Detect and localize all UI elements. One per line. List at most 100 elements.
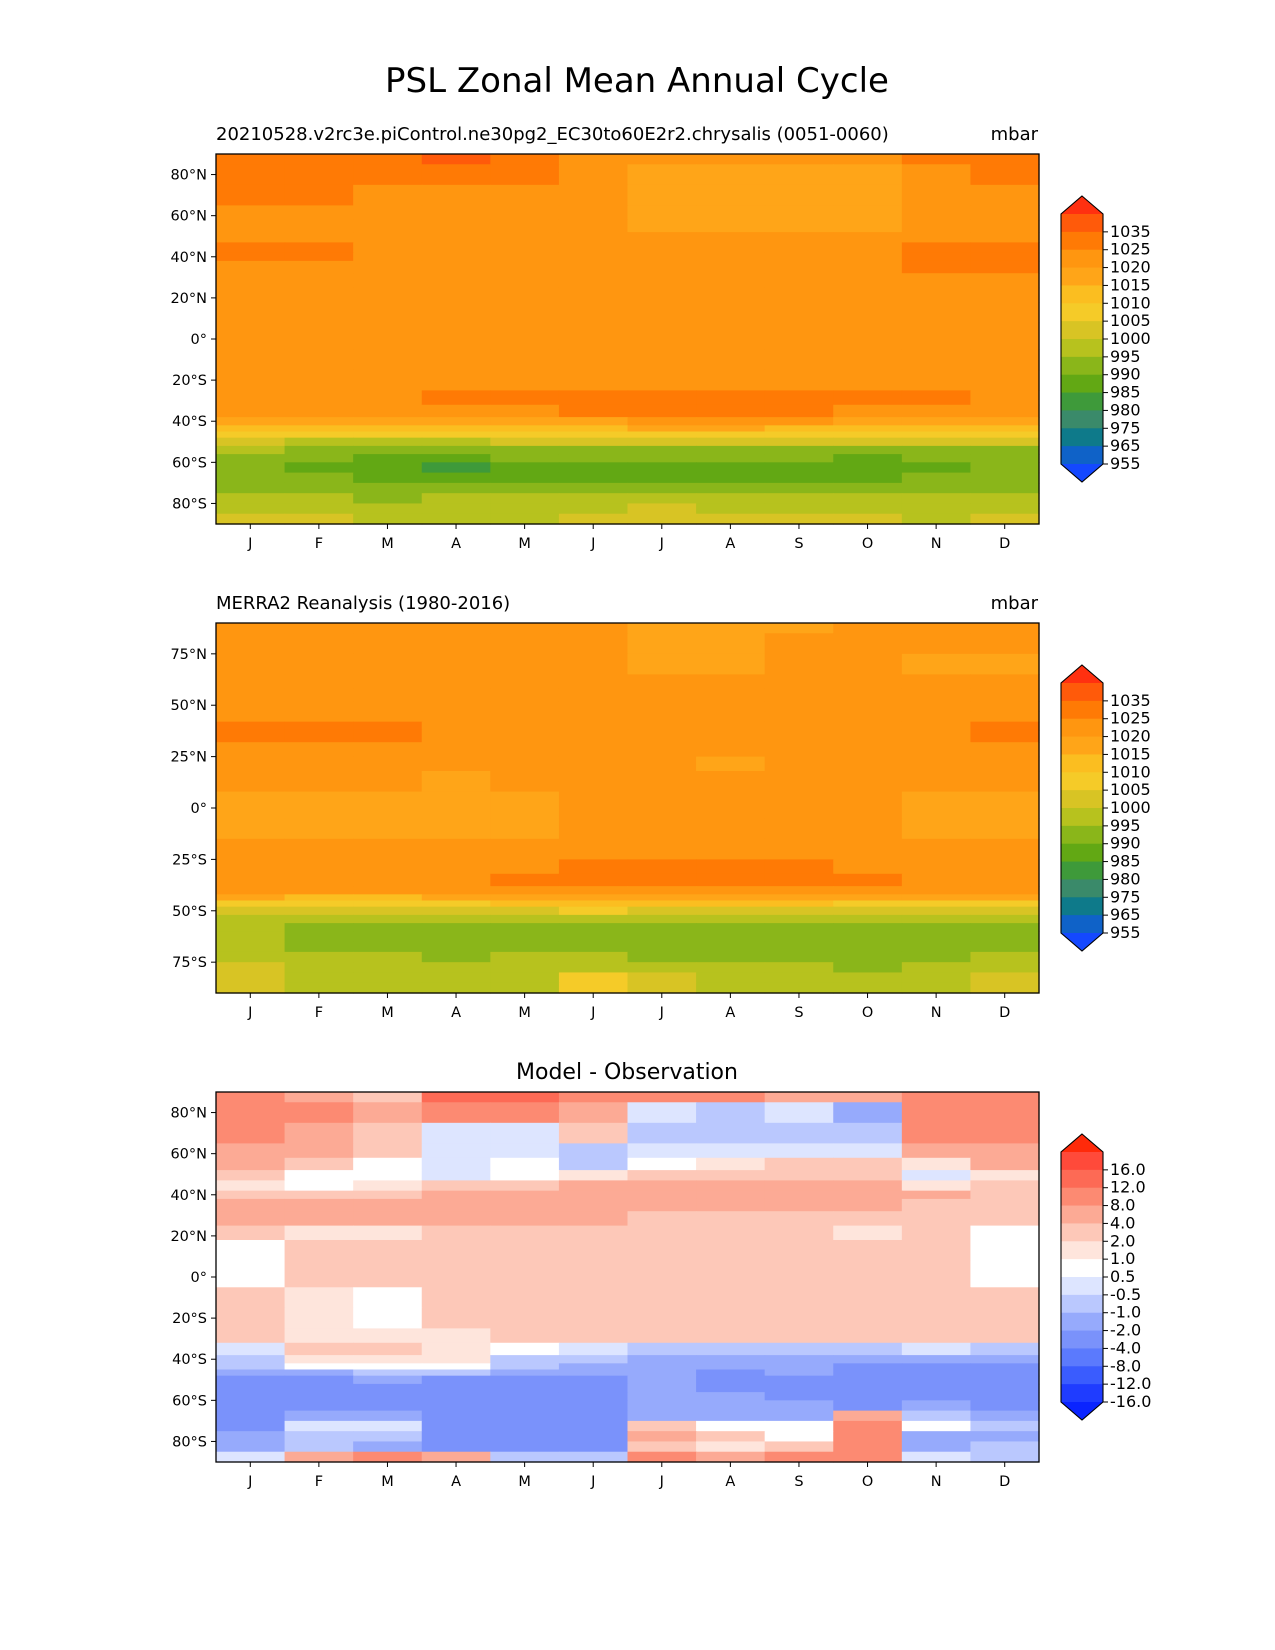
heatmap-cell — [970, 1240, 1040, 1262]
heatmap-cell — [490, 1102, 560, 1124]
heatmap-cell — [490, 164, 560, 186]
heatmap-cell — [833, 1170, 903, 1181]
x-tick-label: M — [518, 536, 531, 552]
heatmap-cell — [284, 931, 354, 943]
heatmap-cell — [696, 791, 766, 819]
y-tick-label: 40°S — [172, 414, 207, 430]
heatmap-cell — [833, 260, 903, 274]
heatmap-cell — [284, 1342, 354, 1356]
heatmap-cell — [421, 503, 491, 515]
heatmap-cell — [627, 503, 697, 515]
heatmap-cell — [833, 962, 903, 974]
heatmap-cell — [216, 1092, 286, 1103]
colorbar-tick-label: 8.0 — [1110, 1196, 1135, 1215]
heatmap-cell — [421, 1431, 491, 1443]
heatmap-cell — [833, 1092, 903, 1103]
heatmap-cell — [421, 1198, 491, 1212]
heatmap-cell — [833, 859, 903, 875]
heatmap-cell — [764, 205, 834, 221]
heatmap-cell — [833, 1198, 903, 1212]
heatmap-cell — [696, 859, 766, 875]
heatmap-cell — [833, 951, 903, 963]
heatmap-cell — [284, 482, 354, 494]
heatmap-cell — [627, 1420, 697, 1432]
heatmap-cell — [764, 1355, 834, 1364]
heatmap-cell — [216, 302, 286, 324]
heatmap-cell — [696, 1092, 766, 1103]
heatmap-cell — [216, 1307, 286, 1329]
heatmap-cell — [901, 1287, 972, 1309]
heatmap-cell — [284, 1375, 354, 1385]
heatmap-cell — [901, 1355, 972, 1364]
heatmap-cell — [833, 701, 903, 712]
heatmap-cell — [833, 1307, 903, 1329]
heatmap-cell — [833, 1260, 903, 1288]
heatmap-cell — [696, 287, 766, 303]
heatmap-cell — [833, 1383, 903, 1393]
heatmap-cell — [490, 791, 560, 819]
heatmap-cell — [627, 417, 697, 426]
heatmap-cell — [627, 472, 697, 484]
colorbar-segment — [1061, 808, 1103, 827]
heatmap-cell — [490, 302, 560, 324]
heatmap-cell — [764, 914, 834, 924]
heatmap-cell — [421, 513, 491, 525]
heatmap-cell — [558, 252, 629, 262]
heatmap-cell — [970, 1431, 1040, 1443]
heatmap-cell — [901, 923, 972, 932]
heatmap-cell — [901, 503, 972, 515]
heatmap-cell — [833, 623, 903, 634]
heatmap-cell — [558, 1287, 629, 1309]
heatmap-cell — [353, 349, 423, 371]
heatmap-cell — [421, 653, 491, 675]
heatmap-cell — [421, 1451, 491, 1463]
heatmap-cell — [490, 1260, 560, 1288]
heatmap-cell — [696, 252, 766, 262]
heatmap-cell — [558, 1441, 629, 1453]
heatmap-cell — [558, 1225, 629, 1241]
heatmap-cell — [764, 688, 834, 702]
heatmap-cell — [421, 701, 491, 712]
heatmap-cell — [490, 1451, 560, 1463]
heatmap-cell — [901, 873, 972, 887]
heatmap-cell — [901, 623, 972, 634]
heatmap-cell — [696, 184, 766, 206]
heatmap-cell — [901, 906, 972, 916]
heatmap-cell — [284, 701, 354, 712]
heatmap-cell — [627, 1287, 697, 1309]
heatmap-cell — [558, 1307, 629, 1329]
heatmap-cell — [833, 1190, 903, 1200]
heatmap-cell — [558, 982, 629, 994]
heatmap-cell — [558, 756, 629, 772]
heatmap-cell — [558, 623, 629, 634]
heatmap-cell — [627, 1307, 697, 1329]
y-tick-label: 60°S — [172, 455, 207, 471]
heatmap-cell — [490, 462, 560, 474]
heatmap-cell — [490, 503, 560, 515]
heatmap-cell — [764, 349, 834, 371]
x-tick-label: J — [590, 1474, 595, 1490]
heatmap-cell — [901, 154, 972, 165]
colorbar-segment — [1061, 321, 1103, 340]
y-tick-label: 50°N — [170, 698, 207, 714]
colorbar-segment — [1061, 1259, 1103, 1278]
y-tick-label: 25°S — [172, 852, 207, 868]
heatmap-cell — [970, 273, 1040, 289]
heatmap-cell — [696, 900, 766, 908]
heatmap-cell — [901, 493, 972, 505]
heatmap-cell — [490, 445, 560, 455]
heatmap-cell — [764, 390, 834, 406]
heatmap-cell — [421, 205, 491, 221]
heatmap-cell — [764, 1400, 834, 1412]
colorbar-segment — [1061, 231, 1103, 251]
heatmap-cell — [490, 1400, 560, 1412]
colorbar-tick-label: 975 — [1110, 418, 1141, 437]
heatmap-cell — [421, 873, 491, 887]
heatmap-cell — [558, 462, 629, 474]
heatmap-cell — [490, 232, 560, 243]
heatmap-cell — [558, 729, 629, 743]
heatmap-cell — [627, 390, 697, 406]
heatmap-cell — [627, 1355, 697, 1364]
heatmap-cell — [216, 252, 286, 262]
heatmap-cell — [353, 219, 423, 233]
